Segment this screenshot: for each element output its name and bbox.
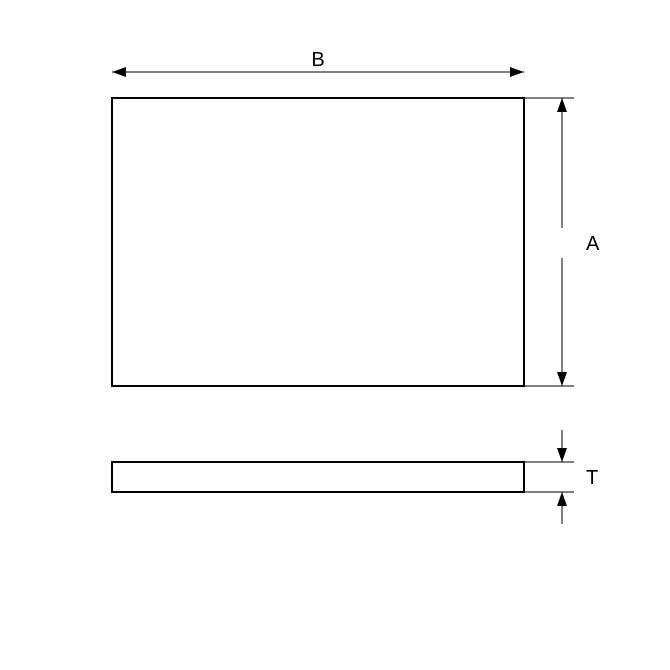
dimension-diagram: B A T [0,0,670,670]
plate-side-view [112,462,524,492]
dimension-b-label: B [311,49,324,71]
dimension-t [524,430,574,524]
plate-top-view [112,98,524,386]
dimension-a-label: A [586,233,600,255]
dimension-t-label: T [586,467,598,489]
dimension-a [524,98,574,386]
